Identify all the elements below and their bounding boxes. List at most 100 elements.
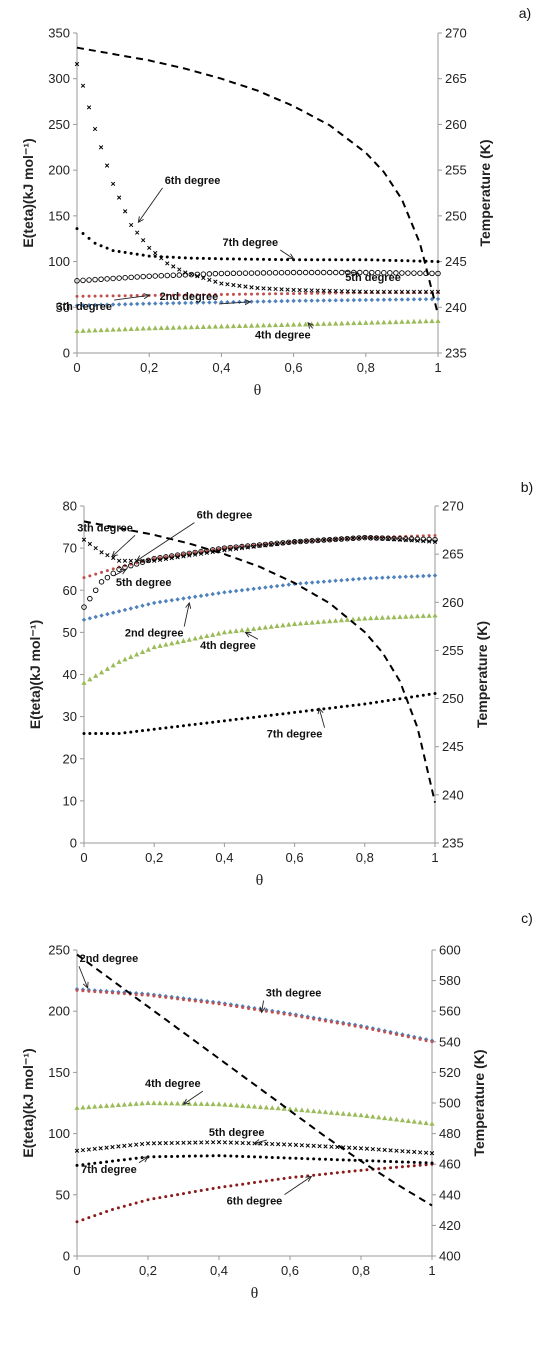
data-point: [433, 533, 437, 537]
data-point: [135, 252, 139, 256]
data-point: [267, 286, 272, 291]
data-point: [385, 614, 391, 620]
data-point: [253, 1007, 256, 1011]
data-point: [117, 294, 121, 298]
data-point: [432, 612, 438, 618]
data-point: [322, 258, 326, 262]
data-point: [177, 256, 181, 260]
data-point: [373, 535, 380, 541]
data-point: [188, 271, 195, 278]
data-point: [169, 640, 175, 646]
data-point: [194, 324, 200, 330]
annotation-arrowhead: [143, 293, 151, 300]
data-point: [435, 318, 441, 323]
data-point: [357, 703, 361, 707]
data-point: [254, 270, 261, 276]
data-point: [176, 1193, 180, 1197]
data-point: [104, 276, 110, 282]
data-point: [369, 289, 374, 294]
data-point: [304, 580, 309, 586]
data-point: [321, 321, 327, 326]
data-point: [201, 293, 205, 297]
data-point: [262, 624, 268, 630]
annotation-arrowhead: [82, 981, 89, 989]
annotation-arrowhead: [182, 1098, 190, 1105]
data-point: [116, 991, 120, 995]
data-point: [253, 1155, 256, 1159]
data-point: [192, 635, 198, 641]
data-point: [122, 1158, 126, 1162]
data-point: [423, 1150, 429, 1155]
data-point: [362, 576, 367, 581]
data-point: [169, 598, 174, 603]
annotation-arrowhead: [317, 707, 324, 715]
data-point: [92, 302, 98, 308]
data-point: [424, 1161, 428, 1165]
data-point: [321, 288, 326, 293]
y-tick-label: 0: [63, 1249, 70, 1264]
data-point: [424, 1039, 428, 1043]
data-point: [99, 244, 103, 248]
data-point: [245, 545, 250, 550]
data-point: [75, 988, 79, 992]
data-point: [134, 325, 140, 331]
data-point: [128, 301, 134, 307]
data-point: [158, 1196, 162, 1200]
data-point: [192, 1101, 198, 1106]
data-point: [417, 1119, 423, 1125]
data-point: [405, 297, 411, 302]
x-tick-label: 0,6: [285, 360, 303, 375]
data-point: [280, 583, 286, 588]
data-point: [109, 1102, 116, 1108]
data-point: [270, 1010, 274, 1014]
data-point: [403, 613, 409, 619]
data-point: [339, 578, 344, 583]
data-point: [80, 277, 86, 284]
data-point: [140, 558, 145, 563]
data-point: [116, 326, 122, 332]
data-point: [272, 322, 279, 328]
data-point: [111, 610, 116, 615]
series-5th-degree: [74, 1140, 435, 1156]
data-point: [116, 1206, 120, 1210]
data-point: [365, 1168, 369, 1172]
data-point: [312, 1157, 316, 1161]
data-point: [152, 1197, 156, 1201]
data-point: [122, 992, 126, 996]
data-point: [140, 325, 146, 331]
data-point: [412, 259, 416, 263]
data-point: [121, 1101, 127, 1107]
y2-tick-label: 500: [439, 1096, 461, 1111]
data-point: [152, 273, 158, 279]
x-tick-label: 0: [80, 850, 87, 865]
data-point: [318, 1018, 322, 1022]
data-point: [183, 300, 188, 306]
data-point: [346, 1111, 352, 1117]
data-point: [145, 646, 151, 652]
y2-tick-label: 245: [442, 739, 464, 754]
data-point: [412, 1036, 416, 1040]
data-point: [104, 327, 110, 332]
data-point: [111, 294, 115, 298]
data-point: [210, 1101, 216, 1107]
data-point: [333, 537, 338, 542]
data-point: [105, 611, 110, 617]
data-point: [225, 292, 229, 296]
data-point: [399, 319, 405, 324]
y-tick-label: 250: [48, 117, 70, 132]
data-point: [333, 298, 338, 303]
data-point: [229, 1004, 233, 1008]
data-point: [329, 1171, 333, 1175]
y2-tick-label: 400: [439, 1249, 461, 1264]
data-point: [204, 592, 210, 598]
data-point: [122, 302, 128, 307]
data-point: [146, 993, 150, 997]
data-point: [134, 301, 140, 307]
data-point: [339, 705, 343, 709]
data-point: [357, 297, 362, 303]
data-point: [338, 536, 345, 542]
data-point: [164, 1195, 168, 1199]
data-point: [193, 1190, 197, 1194]
data-point: [87, 1162, 91, 1166]
data-point: [110, 275, 116, 282]
